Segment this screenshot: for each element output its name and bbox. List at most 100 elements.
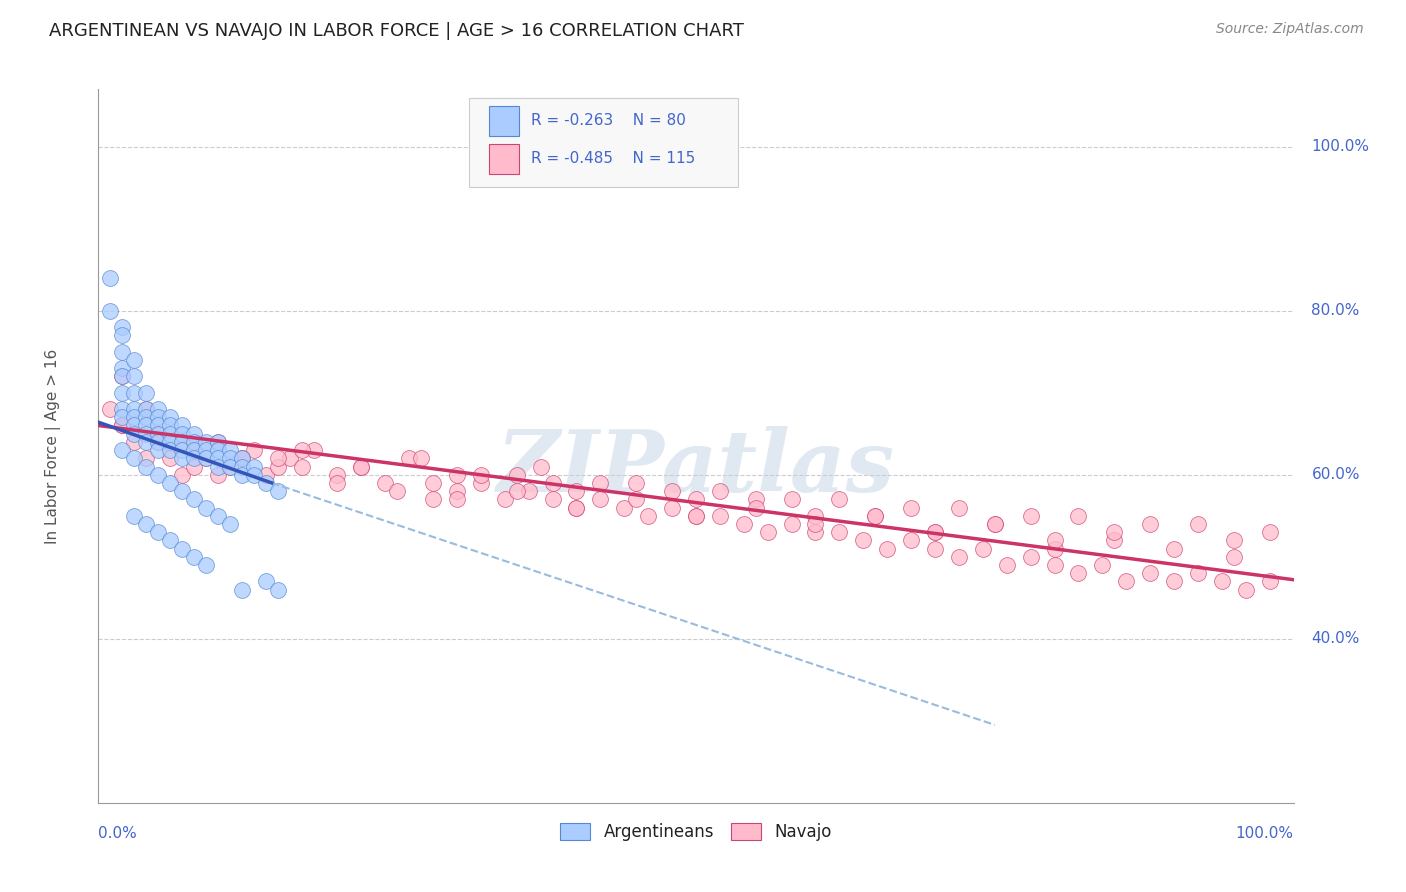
Point [685,508,707,523]
Point [183,443,205,458]
Point [470,467,492,482]
Point [124,369,146,384]
Text: 80.0%: 80.0% [1312,303,1360,318]
Point [398,451,420,466]
Point [207,459,229,474]
Point [135,426,157,441]
Point [852,533,875,548]
Point [111,418,134,433]
Point [1104,533,1126,548]
Point [135,418,157,433]
Point [111,361,134,376]
Point [98,303,122,318]
Point [804,525,827,540]
Point [984,516,1007,531]
Point [231,451,253,466]
Point [183,549,205,564]
Point [291,459,314,474]
Point [207,508,229,523]
Point [1043,558,1066,572]
Point [1163,574,1185,589]
Point [148,426,170,441]
Point [637,508,659,523]
Point [709,508,731,523]
Point [828,492,851,507]
Point [1104,525,1126,540]
Point [159,434,181,449]
Point [159,426,181,441]
Point [111,369,134,384]
Point [207,434,229,449]
Point [219,459,242,474]
Point [207,434,229,449]
Point [111,418,134,433]
Point [124,434,146,449]
Point [865,508,887,523]
Point [530,459,553,474]
Point [1115,574,1137,589]
Text: 60.0%: 60.0% [1312,467,1360,483]
Point [385,484,409,499]
Text: 40.0%: 40.0% [1312,632,1360,647]
Point [745,500,768,515]
Point [124,402,146,417]
Text: R = -0.485    N = 115: R = -0.485 N = 115 [531,151,696,166]
Point [111,410,134,425]
Point [661,500,683,515]
Point [326,475,349,490]
Point [148,402,170,417]
Point [243,443,266,458]
Point [111,443,134,458]
Point [1043,533,1066,548]
Point [626,475,648,490]
Text: In Labor Force | Age > 16: In Labor Force | Age > 16 [45,349,60,543]
Point [172,467,194,482]
Point [183,459,205,474]
Point [111,320,134,334]
Point [183,443,205,458]
Point [172,541,194,556]
Point [183,492,205,507]
Text: R = -0.263    N = 80: R = -0.263 N = 80 [531,113,686,128]
Point [135,402,157,417]
Point [148,426,170,441]
Point [517,484,540,499]
Point [828,525,851,540]
Point [565,484,588,499]
Point [422,492,444,507]
Point [1223,549,1246,564]
Point [195,451,218,466]
Point [124,426,146,441]
Point [1258,574,1281,589]
Point [685,508,707,523]
Legend: Argentineans, Navajo: Argentineans, Navajo [554,816,838,848]
Point [924,525,946,540]
Point [1163,541,1185,556]
Point [1211,574,1233,589]
Point [278,451,301,466]
Point [231,451,253,466]
Point [148,443,170,458]
Point [124,410,146,425]
Point [195,500,218,515]
Point [183,451,205,466]
Point [589,475,612,490]
Point [541,475,564,490]
Point [446,492,468,507]
Point [267,484,290,499]
Point [733,516,755,531]
Point [470,475,492,490]
Point [302,443,325,458]
Point [135,385,157,400]
Point [135,459,157,474]
Point [267,451,290,466]
Point [900,500,922,515]
Point [124,508,146,523]
Point [446,467,468,482]
Point [98,402,122,417]
Point [111,328,134,343]
Point [159,533,181,548]
Point [972,541,994,556]
Point [1258,525,1281,540]
Point [1187,516,1209,531]
